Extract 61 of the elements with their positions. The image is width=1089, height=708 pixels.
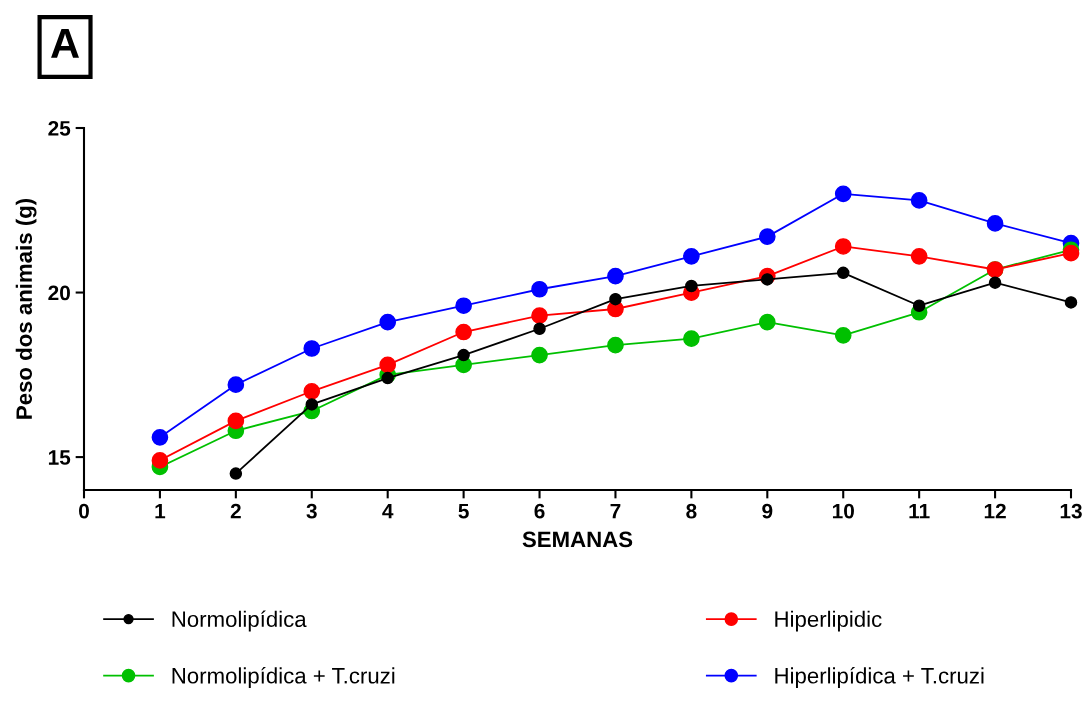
- legend-label: Normolipídica: [172, 610, 307, 632]
- x-tick-label: 3: [306, 503, 317, 519]
- x-tick-label: 5: [458, 503, 469, 519]
- point: [758, 228, 776, 245]
- point: [607, 267, 624, 285]
- point: [227, 376, 245, 394]
- point: [758, 313, 776, 331]
- point: [381, 371, 394, 385]
- x-tick-label: 13: [1060, 503, 1082, 519]
- x-tick-label: 6: [534, 503, 545, 519]
- legend-label: Hiperlipidic: [775, 610, 882, 632]
- point: [533, 322, 546, 335]
- point: [986, 215, 1004, 232]
- point: [379, 356, 397, 374]
- point: [531, 280, 548, 298]
- y-tick-label: 15: [48, 450, 71, 465]
- point: [988, 276, 1002, 289]
- x-axis-title: SEMANAS: [522, 531, 633, 548]
- x-tick-label: 1: [155, 503, 166, 519]
- y-axis-title: Peso dos animais (g): [15, 198, 37, 419]
- point: [455, 297, 472, 315]
- point: [836, 266, 850, 280]
- point: [151, 429, 169, 446]
- point: [303, 340, 321, 357]
- y-tick-label: 20: [48, 285, 70, 301]
- x-tick-label: 0: [79, 503, 89, 519]
- y-tick-label: 25: [48, 121, 71, 136]
- point: [1064, 296, 1078, 309]
- point: [685, 279, 698, 293]
- x-tick-label: 7: [610, 503, 621, 519]
- point: [455, 323, 472, 341]
- point: [151, 452, 169, 469]
- x-tick-label: 10: [832, 503, 854, 519]
- point: [531, 307, 548, 324]
- point: [761, 273, 774, 286]
- point: [683, 330, 700, 347]
- point: [229, 467, 243, 480]
- x-tick-label: 8: [686, 503, 697, 519]
- point: [303, 382, 321, 400]
- point: [457, 348, 470, 362]
- point: [305, 398, 319, 411]
- point: [607, 336, 624, 354]
- point: [834, 326, 852, 344]
- x-tick-label: 4: [382, 503, 394, 519]
- point: [912, 299, 926, 312]
- point: [683, 248, 700, 265]
- x-tick-label: 12: [984, 503, 1006, 519]
- point: [910, 248, 928, 265]
- point: [609, 292, 622, 306]
- legend-label: Normolipídica + T.cruzi: [172, 667, 395, 688]
- point: [834, 238, 852, 255]
- point: [531, 346, 548, 364]
- x-tick-label: 2: [230, 503, 241, 519]
- point: [379, 313, 397, 331]
- text: A: [51, 29, 79, 58]
- point: [910, 192, 928, 209]
- point: [227, 412, 245, 430]
- x-tick-label: 11: [909, 503, 930, 519]
- legend-label: Hiperlipídica + T.cruzi: [775, 667, 984, 688]
- point: [834, 185, 852, 203]
- x-tick-label: 9: [762, 503, 773, 519]
